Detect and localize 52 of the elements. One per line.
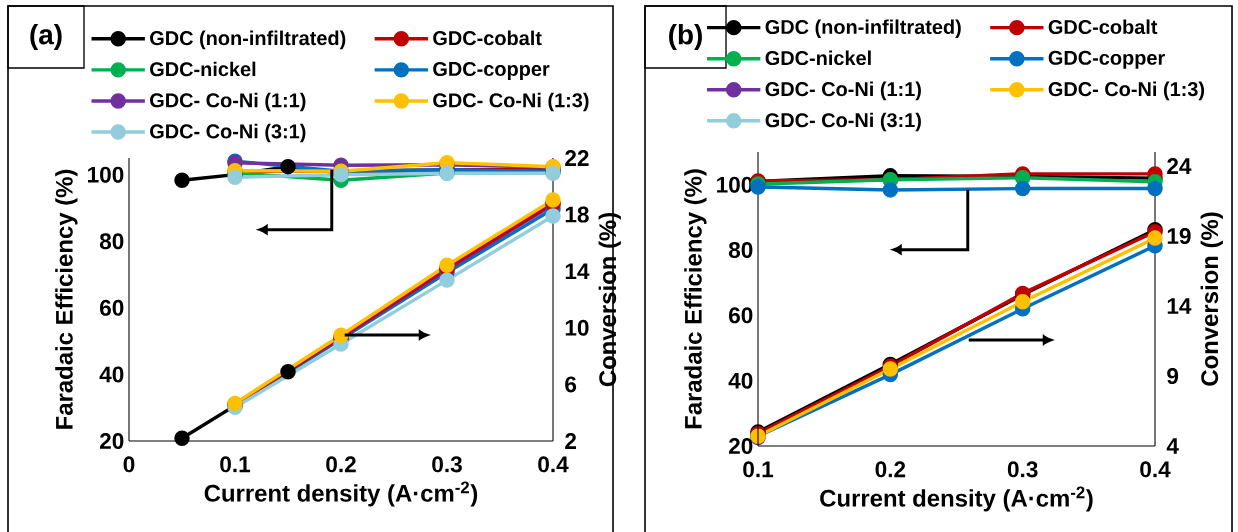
legend-label: GDC- Co-Ni (1:3) [1048, 81, 1205, 101]
legend-label: GDC- Co-Ni (1:1) [150, 92, 306, 112]
legend-label: GDC- Co-Ni (1:1) [765, 81, 921, 101]
y-tick-label: 100 [88, 166, 124, 183]
y-tick-label: 20 [728, 438, 753, 454]
legend-label: GDC- Co-Ni (3:1) [150, 123, 306, 143]
x-tick-label: 0.4 [1140, 461, 1171, 478]
chart-title: (b) [669, 24, 702, 50]
y-tick-label: 80 [99, 233, 124, 250]
legend-label: GDC-cobalt [1048, 19, 1158, 35]
x-tick-label: 0.4 [538, 456, 569, 473]
x-tick-label: 0.2 [326, 456, 356, 473]
legend-label: GDC-copper [433, 61, 550, 80]
y2-tick-label: 24 [1167, 158, 1192, 174]
legend-label: GDC- Co-Ni (1:3) [433, 92, 589, 112]
y2-tick-label: 18 [565, 206, 589, 223]
y-tick-label: 60 [729, 307, 753, 324]
x-tick-label: 0.2 [875, 461, 906, 478]
legend-label: GDC (non-infiltrated) [765, 19, 961, 38]
y-axis-title: Faradaic Efficiency (%) [55, 169, 78, 429]
y2-tick-label: 14 [565, 263, 590, 279]
y-tick-label: 40 [728, 372, 753, 389]
y-axis-title: Faradaic Efficiency (%) [684, 169, 707, 429]
y2-tick-label: 14 [1167, 298, 1192, 314]
y-tick-label: 20 [99, 433, 124, 449]
y2-tick-label: 9 [1167, 368, 1179, 384]
x-tick-label: 0.1 [743, 461, 774, 478]
y2-tick-label: 6 [565, 376, 577, 393]
y2-tick-label: 22 [565, 150, 589, 166]
legend-label: GDC-nickel [150, 61, 256, 77]
y-tick-label: 40 [99, 366, 124, 383]
x-tick-label: 0 [123, 456, 135, 473]
x-tick-label: 0.1 [220, 456, 251, 473]
y2-axis-title: Conversion (%) [598, 213, 621, 387]
legend-label: GDC (non-infiltrated) [150, 30, 346, 50]
legend-label: GDC-copper [1048, 50, 1165, 69]
x-tick-label: 0.3 [432, 456, 462, 473]
x-tick-label: 0.3 [1007, 461, 1038, 478]
x-axis-title: Current density (A·cm$^{-2}$) [204, 481, 478, 507]
y-tick-label: 60 [100, 299, 124, 316]
y-tick-label: 100 [717, 176, 753, 193]
y2-tick-label: 2 [565, 433, 577, 449]
legend-label: GDC-cobalt [433, 30, 542, 46]
legend-label: GDC-nickel [765, 50, 871, 66]
y2-tick-label: 4 [1166, 438, 1179, 454]
y2-tick-label: 10 [565, 319, 589, 336]
y2-tick-label: 19 [1167, 228, 1191, 244]
legend-label: GDC- Co-Ni (3:1) [765, 112, 921, 132]
y-tick-label: 80 [728, 242, 753, 259]
x-axis-title: Current density (A·cm$^{-2}$) [820, 486, 1093, 512]
y2-axis-title: Conversion (%) [1200, 212, 1223, 386]
chart-title: (a) [30, 24, 62, 50]
